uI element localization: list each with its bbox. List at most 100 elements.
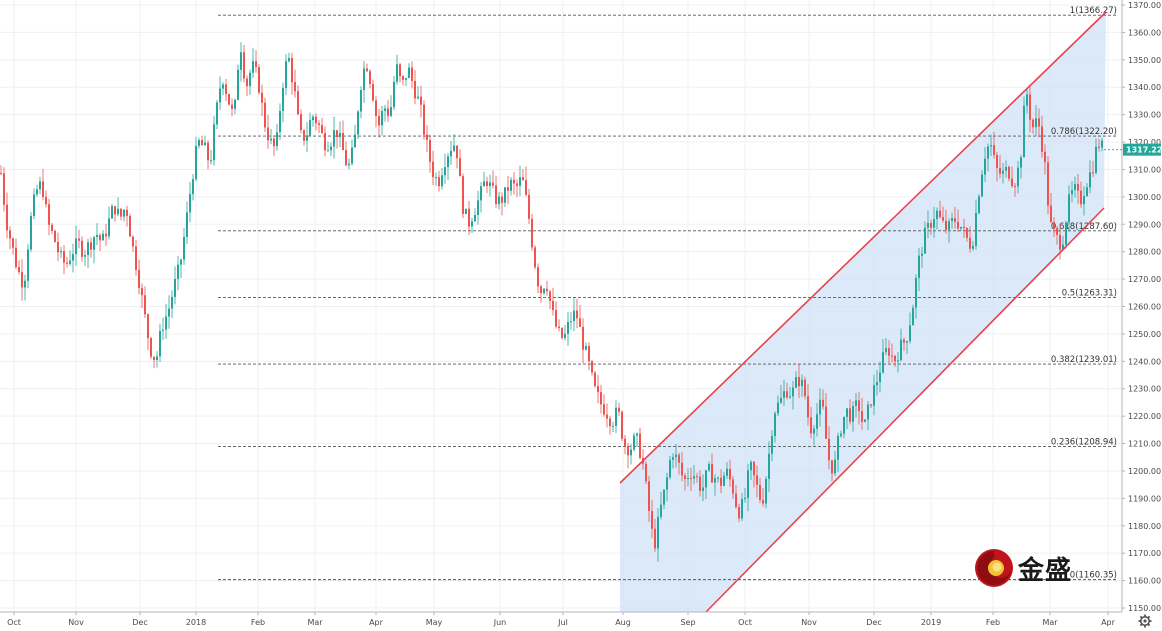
candle-body <box>885 348 887 353</box>
candle <box>411 61 413 89</box>
candle-body <box>486 181 488 187</box>
candle <box>888 340 890 364</box>
candle-body <box>1032 119 1034 128</box>
candle <box>423 100 425 140</box>
candle <box>678 452 680 475</box>
candle <box>471 217 473 233</box>
candle-body <box>597 386 599 393</box>
candle-body <box>105 233 107 237</box>
candle <box>0 165 2 175</box>
settings-button[interactable] <box>1130 612 1160 630</box>
candle-body <box>21 272 23 288</box>
candle-body <box>1098 146 1100 148</box>
candle-body <box>963 226 965 229</box>
candle <box>1023 96 1025 158</box>
candle <box>84 249 86 267</box>
candle <box>756 465 758 498</box>
candle-body <box>1029 94 1031 120</box>
candle-body <box>456 145 458 159</box>
candle-body <box>1050 205 1052 223</box>
candle <box>387 99 389 122</box>
candle <box>852 400 854 432</box>
candle <box>135 239 137 276</box>
y-tick-label: 1200.00 <box>1128 467 1161 476</box>
candle <box>267 114 269 149</box>
candle-body <box>84 254 86 257</box>
candle <box>144 286 146 319</box>
candle-body <box>528 194 530 219</box>
x-tick-label: Feb <box>251 618 265 627</box>
candle-body <box>381 110 383 126</box>
candle-body <box>27 249 29 281</box>
candle-body <box>36 189 38 195</box>
candle-body <box>159 330 161 357</box>
candle-body <box>1002 170 1004 174</box>
candle <box>492 170 494 189</box>
candle <box>105 224 107 246</box>
candle-body <box>135 246 137 270</box>
candle <box>657 508 659 562</box>
candle-body <box>303 130 305 141</box>
candle <box>78 229 80 249</box>
candle-body <box>1017 167 1019 187</box>
candle-body <box>810 417 812 434</box>
candle-body <box>1065 222 1067 245</box>
candle <box>1011 166 1013 188</box>
y-axis[interactable]: 1150.00 1160.00 1170.00 1180.00 1190.00 1200.… <box>1122 1 1161 613</box>
candle <box>315 113 317 131</box>
candle-body <box>72 254 74 261</box>
candle-body <box>606 414 608 419</box>
channel-upper-line[interactable] <box>619 11 1107 484</box>
candle-body <box>633 435 635 450</box>
candle <box>45 190 47 208</box>
channel-lower-line[interactable] <box>705 207 1105 613</box>
logo-text: 金盛 <box>1018 556 1073 586</box>
x-axis[interactable]: Oct Nov Dec 2018 Feb Mar Apr May Jun Jul Aug Sep Oct… <box>7 612 1116 627</box>
candle <box>288 52 290 63</box>
candle-body <box>270 138 272 141</box>
candle <box>1017 160 1019 194</box>
candle <box>987 143 989 172</box>
candle <box>900 328 902 362</box>
candle-body <box>687 478 689 480</box>
candle <box>1041 115 1043 158</box>
candle <box>705 469 707 499</box>
y-tick-label: 1190.00 <box>1128 494 1161 503</box>
candle-body <box>801 379 803 387</box>
candle-body <box>132 236 134 247</box>
candle-body <box>630 449 632 456</box>
candle <box>765 476 767 509</box>
candle-body <box>327 150 329 152</box>
candle-body <box>966 228 968 238</box>
candle <box>495 176 497 209</box>
candle-body <box>120 208 122 217</box>
candle <box>936 207 938 230</box>
candle <box>744 487 746 503</box>
candle <box>1008 165 1010 182</box>
candle-body <box>435 177 437 179</box>
last-price-tag: 1317.22 <box>1104 143 1162 156</box>
candle-body <box>78 238 80 241</box>
candle <box>519 165 521 197</box>
candle <box>345 141 347 167</box>
candle-body <box>648 481 650 511</box>
fib-level-label: 0.618(1287.60) <box>1051 222 1117 232</box>
candle <box>69 250 71 266</box>
candle-body <box>345 150 347 166</box>
candle <box>636 432 638 447</box>
candle <box>348 158 350 170</box>
candle-body <box>867 404 869 420</box>
y-tick-label: 1170.00 <box>1128 549 1161 558</box>
candle <box>585 342 587 351</box>
candle-body <box>798 377 800 387</box>
candle <box>801 374 803 397</box>
candle <box>42 168 44 201</box>
candle <box>714 474 716 496</box>
candle-body <box>732 479 734 494</box>
candle-body <box>717 477 719 479</box>
candle-body <box>243 52 245 79</box>
candle <box>201 135 203 146</box>
candle-body <box>165 316 167 330</box>
candle <box>813 425 815 446</box>
candle <box>915 274 917 319</box>
